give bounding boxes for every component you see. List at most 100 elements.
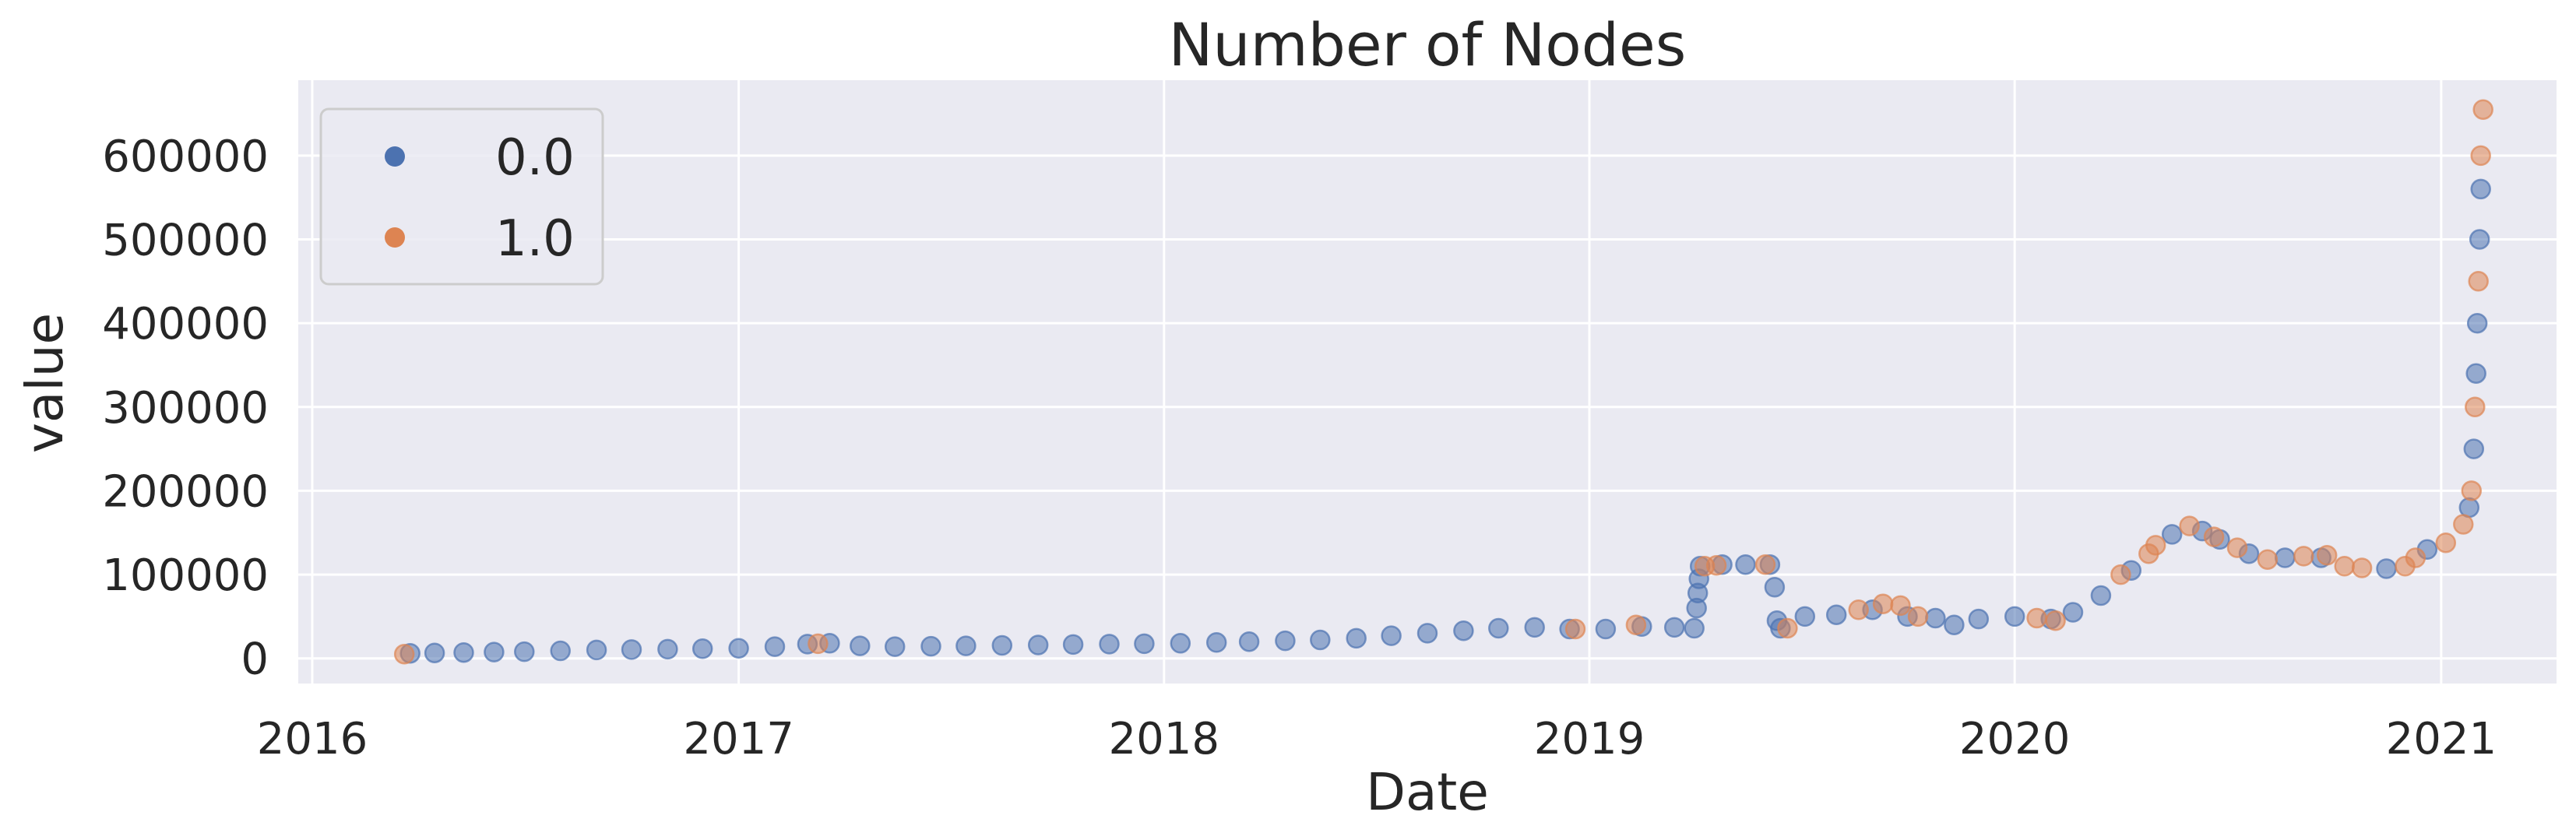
point-series-1-28 <box>2453 514 2474 535</box>
legend-marker-1 <box>385 227 405 248</box>
point-series-0-6 <box>586 639 607 661</box>
point-series-1-21 <box>2293 546 2314 567</box>
y-tick-label-3: 300000 <box>102 383 269 434</box>
chart-title: Number of Nodes <box>1169 10 1687 79</box>
x-tick-label-1: 2017 <box>683 714 794 764</box>
gridlines <box>298 80 2557 684</box>
y-tick-labels: 0 100000 200000 300000 400000 500000 600000 <box>102 132 269 685</box>
point-series-0-14 <box>850 635 871 656</box>
point-series-0-9 <box>692 638 713 659</box>
point-series-1-6 <box>1754 554 1776 575</box>
point-series-0-2 <box>453 641 474 663</box>
point-series-1-2 <box>1564 618 1586 640</box>
point-series-0-27 <box>1310 629 1331 651</box>
y-tick-label-0: 0 <box>241 634 269 685</box>
point-series-1-19 <box>2226 537 2248 558</box>
point-series-1-9 <box>1872 593 1894 614</box>
point-series-0-53 <box>1925 607 1946 629</box>
point-series-0-37 <box>1663 617 1685 638</box>
legend-label-1: 1.0 <box>495 210 575 268</box>
point-series-1-10 <box>1890 595 1911 617</box>
point-series-0-65 <box>2275 547 2296 568</box>
point-series-0-7 <box>621 639 642 660</box>
y-tick-label-4: 400000 <box>102 299 269 350</box>
point-series-1-7 <box>1777 617 1798 639</box>
x-tick-label-2: 2018 <box>1109 714 1220 764</box>
point-series-1-0 <box>393 644 415 665</box>
point-series-0-38 <box>1684 617 1705 639</box>
point-series-0-1 <box>424 642 445 663</box>
point-series-1-23 <box>2334 556 2355 577</box>
point-series-0-58 <box>2062 602 2084 623</box>
point-series-0-71 <box>2465 363 2486 384</box>
point-series-0-55 <box>1968 608 1990 630</box>
plot-background <box>298 80 2557 684</box>
point-series-0-35 <box>1595 618 1617 640</box>
point-series-1-26 <box>2405 547 2426 568</box>
point-series-0-46 <box>1764 576 1786 598</box>
y-tick-label-6: 600000 <box>102 132 269 182</box>
point-series-0-32 <box>1488 617 1509 639</box>
point-series-0-67 <box>2376 558 2397 579</box>
point-series-1-20 <box>2257 549 2279 570</box>
y-axis-label: value <box>15 313 75 453</box>
point-series-0-18 <box>991 634 1013 656</box>
point-series-0-25 <box>1238 631 1260 652</box>
point-series-0-31 <box>1453 620 1474 641</box>
point-series-0-54 <box>1944 614 1965 635</box>
point-series-1-5 <box>1705 554 1727 576</box>
point-series-1-24 <box>2351 557 2373 578</box>
point-series-1-1 <box>808 633 829 655</box>
point-series-0-20 <box>1062 634 1084 655</box>
point-series-0-73 <box>2469 229 2490 250</box>
point-series-0-16 <box>920 635 941 657</box>
point-series-0-15 <box>884 636 906 657</box>
x-tick-label-4: 2020 <box>1959 714 2071 764</box>
x-tick-labels: 2016 2017 2018 2019 2020 2021 <box>257 714 2497 764</box>
x-tick-label-5: 2021 <box>2386 714 2497 764</box>
legend-marker-0 <box>385 146 405 167</box>
point-series-0-23 <box>1170 633 1191 654</box>
point-series-0-33 <box>1524 617 1545 638</box>
point-series-1-33 <box>2472 99 2493 120</box>
point-series-0-21 <box>1099 634 1120 655</box>
point-series-0-59 <box>2090 585 2112 606</box>
point-series-0-5 <box>550 640 571 662</box>
point-series-1-11 <box>1907 606 1929 627</box>
point-series-1-14 <box>2110 564 2131 585</box>
y-tick-label-5: 500000 <box>102 216 269 266</box>
point-series-0-22 <box>1134 633 1155 655</box>
point-series-1-22 <box>2316 545 2338 566</box>
point-series-1-16 <box>2145 535 2166 556</box>
point-series-0-8 <box>657 638 678 660</box>
point-series-1-29 <box>2461 480 2483 501</box>
point-series-1-12 <box>2026 607 2047 629</box>
point-series-0-17 <box>955 635 977 656</box>
point-series-1-13 <box>2045 610 2066 631</box>
point-series-0-49 <box>1794 606 1816 627</box>
point-series-0-28 <box>1346 627 1367 649</box>
point-series-0-72 <box>2466 312 2488 334</box>
point-series-0-50 <box>1825 604 1847 625</box>
x-tick-label-0: 2016 <box>257 714 368 764</box>
point-series-0-26 <box>1275 630 1296 652</box>
point-series-0-4 <box>514 641 535 663</box>
point-series-1-18 <box>2203 526 2225 547</box>
point-series-1-8 <box>1848 599 1869 620</box>
point-series-0-56 <box>2004 606 2025 627</box>
point-series-0-11 <box>764 636 786 657</box>
point-series-1-27 <box>2435 532 2457 554</box>
legend: 0.0 1.0 <box>319 107 604 286</box>
point-series-0-24 <box>1205 632 1227 653</box>
legend-label-0: 0.0 <box>495 129 575 187</box>
y-tick-label-2: 200000 <box>102 466 269 517</box>
point-series-1-3 <box>1625 614 1647 635</box>
point-series-0-19 <box>1027 634 1049 655</box>
point-series-1-30 <box>2465 396 2486 418</box>
x-tick-label-3: 2019 <box>1534 714 1645 764</box>
y-tick-label-1: 100000 <box>102 550 269 601</box>
point-series-0-74 <box>2470 178 2491 200</box>
point-series-0-10 <box>728 638 749 659</box>
